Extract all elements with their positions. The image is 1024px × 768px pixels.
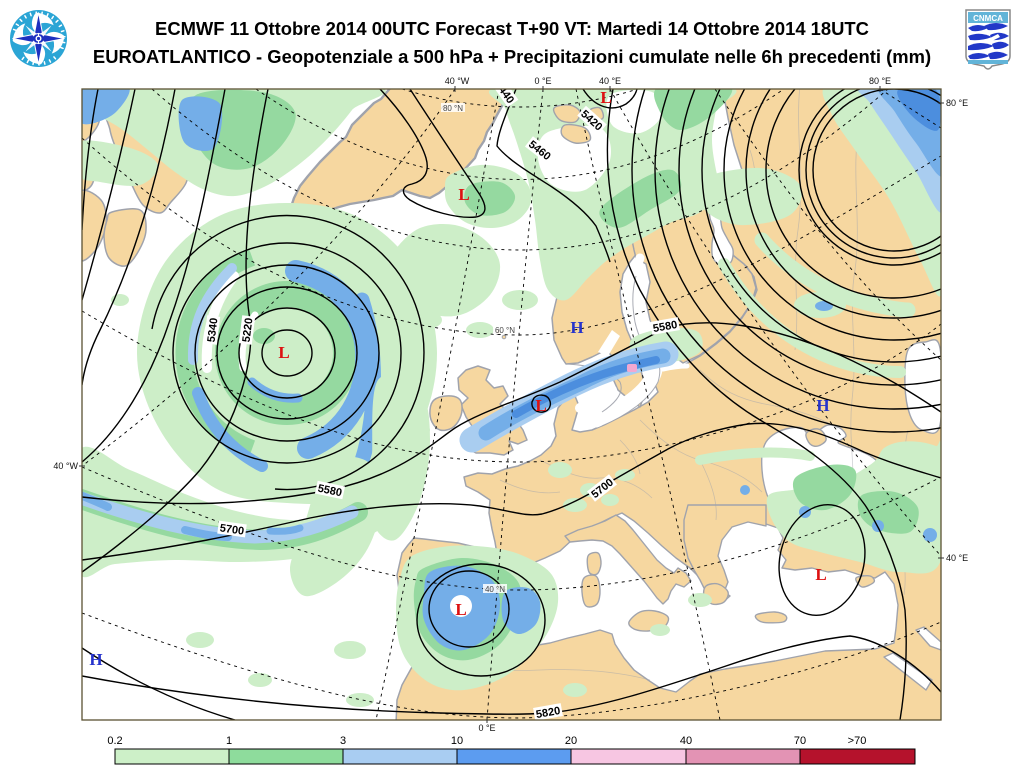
svg-text:20: 20	[565, 735, 577, 747]
svg-text:L: L	[535, 396, 546, 415]
svg-text:40 °N: 40 °N	[485, 585, 505, 594]
svg-text:5820: 5820	[535, 705, 561, 721]
svg-text:L: L	[455, 600, 466, 619]
svg-text:3: 3	[340, 735, 346, 747]
svg-text:H: H	[816, 396, 829, 415]
svg-text:L: L	[600, 88, 611, 107]
svg-text:40 °W: 40 °W	[445, 76, 470, 86]
svg-text:0.2: 0.2	[107, 735, 122, 747]
svg-text:40 °E: 40 °E	[599, 76, 621, 86]
svg-text:5580: 5580	[317, 483, 343, 500]
svg-text:5580: 5580	[652, 319, 678, 335]
svg-text:80 °E: 80 °E	[869, 76, 891, 86]
svg-text:H: H	[89, 650, 102, 669]
svg-text:1: 1	[226, 735, 232, 747]
svg-text:40 °W: 40 °W	[53, 461, 78, 471]
svg-text:0 °E: 0 °E	[534, 76, 551, 86]
svg-text:L: L	[278, 343, 289, 362]
svg-text:60 °N: 60 °N	[495, 326, 515, 335]
svg-text:80 °N: 80 °N	[443, 104, 463, 113]
svg-text:40 °E: 40 °E	[946, 553, 968, 563]
svg-text:5220: 5220	[241, 317, 256, 343]
svg-text:70: 70	[794, 735, 806, 747]
svg-text:10: 10	[451, 735, 463, 747]
svg-text:L: L	[458, 185, 469, 204]
svg-text:CNMCA: CNMCA	[973, 14, 1003, 23]
svg-text:80 °E: 80 °E	[946, 98, 968, 108]
svg-text:40: 40	[680, 735, 692, 747]
svg-text:0 °E: 0 °E	[478, 723, 495, 733]
svg-text:5340: 5340	[206, 317, 221, 343]
svg-text:5700: 5700	[219, 522, 245, 537]
svg-text:>70: >70	[848, 735, 867, 747]
svg-text:H: H	[570, 318, 583, 337]
svg-text:L: L	[815, 565, 826, 584]
